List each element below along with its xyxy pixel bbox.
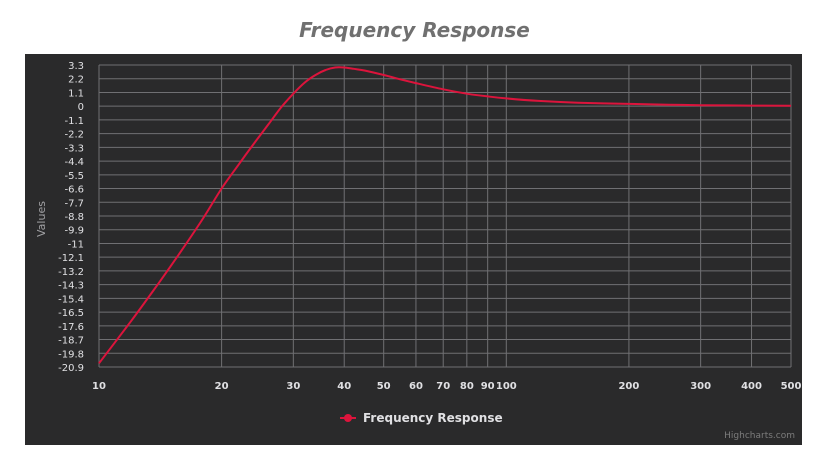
x-tick-label: 500 [781,381,802,392]
chart-panel: 3.3 2.2 1.1 0 -1.1 -2.2 -3.3 -4.4 -5.5 -6.6 -7.7 -8… [25,54,802,445]
grid [98,64,792,368]
y-tick-label: -14.3 [58,281,84,292]
y-tick-label: -13.2 [58,267,84,278]
y-tick-label: -8.8 [64,212,84,223]
y-tick-label: -12.1 [58,253,84,264]
legend-dot-marker [344,414,352,422]
y-tick-label: -15.4 [58,294,84,305]
chart-title: Frequency Response [299,18,530,42]
y-tick-label: -4.4 [64,157,84,168]
x-tick-label: 40 [337,381,351,392]
x-tick-label: 400 [741,381,762,392]
y-tick-label: 1.1 [68,88,84,99]
y-tick-label: -17.6 [58,322,84,333]
y-tick-label: -6.6 [64,185,84,196]
credits-link[interactable]: Highcharts.com [724,431,795,441]
y-axis-ticks: 3.3 2.2 1.1 0 -1.1 -2.2 -3.3 -4.4 -5.5 -6.6 -7.7 -8… [58,61,84,374]
y-tick-label: -18.7 [58,336,84,347]
x-tick-label: 10 [92,381,106,392]
series-layer [98,66,792,364]
y-tick-label: -2.2 [64,130,84,141]
frequency-response-chart: 3.3 2.2 1.1 0 -1.1 -2.2 -3.3 -4.4 -5.5 -6.6 -7.7 -8… [35,61,801,441]
y-tick-label: -7.7 [64,198,84,209]
y-tick-label: -9.9 [64,226,84,237]
y-tick-label: -19.8 [58,349,84,360]
y-tick-label: -1.1 [64,116,84,127]
x-tick-label: 70 [436,381,450,392]
legend-label: Frequency Response [363,411,503,425]
y-tick-label: 2.2 [68,75,84,86]
x-tick-label: 60 [409,381,423,392]
x-tick-label: 100 [496,381,517,392]
series-line-frequency-response[interactable] [98,66,792,364]
y-tick-label: -5.5 [64,171,84,182]
y-axis-label: Values [35,201,48,237]
y-tick-label: 0 [78,102,84,113]
y-tick-label: -3.3 [64,143,84,154]
y-tick-label: 3.3 [68,61,84,72]
x-tick-label: 50 [377,381,391,392]
y-tick-label: -11 [68,239,84,250]
x-tick-label: 30 [286,381,300,392]
x-axis-ticks: 10 20 30 40 50 60 70 80 90 100 200 300 400 500 [92,381,801,392]
x-tick-label: 80 [460,381,474,392]
legend-item[interactable]: Frequency Response [340,411,503,425]
x-tick-label: 90 [481,381,495,392]
x-tick-label: 20 [215,381,229,392]
y-tick-label: -20.9 [58,363,84,374]
y-tick-label: -16.5 [58,308,84,319]
x-tick-label: 300 [690,381,711,392]
x-tick-label: 200 [618,381,639,392]
